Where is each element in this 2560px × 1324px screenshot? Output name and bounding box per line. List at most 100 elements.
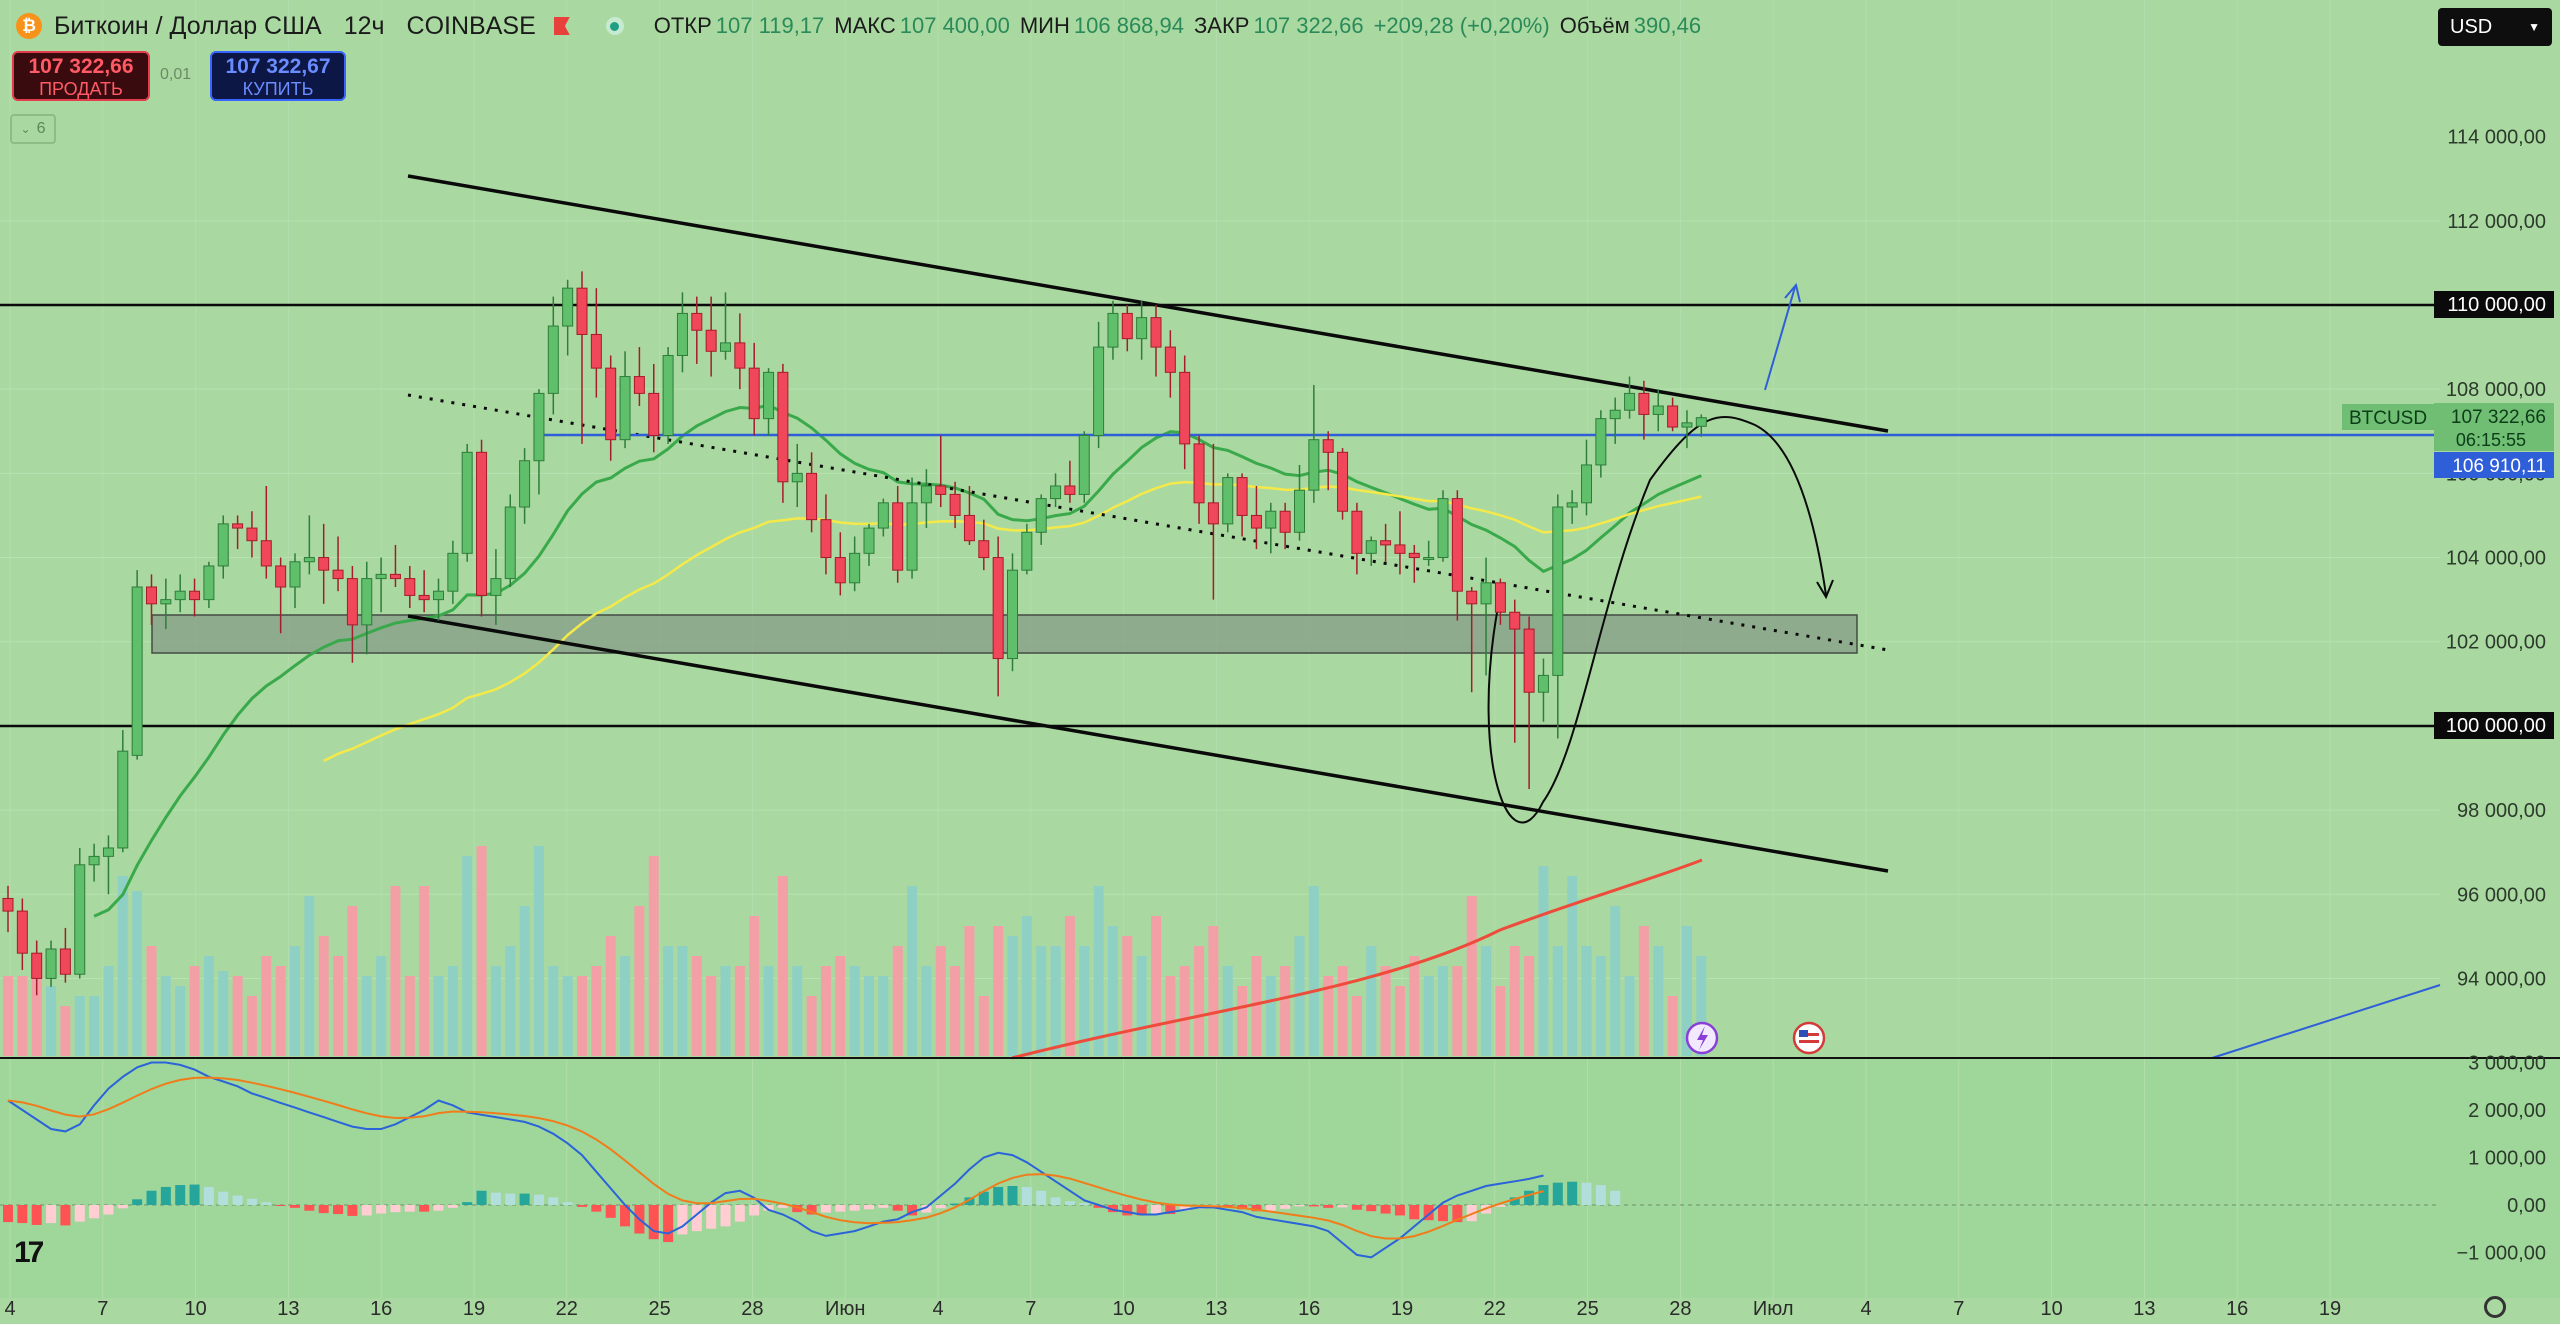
candle[interactable] (1394, 511, 1406, 575)
candle[interactable] (1638, 380, 1650, 440)
exchange[interactable]: COINBASE (406, 11, 536, 40)
candle[interactable] (705, 296, 717, 377)
candle[interactable] (633, 347, 645, 407)
candle[interactable] (533, 389, 545, 495)
candle[interactable] (102, 835, 114, 895)
symbol-title[interactable]: Биткоин / Доллар США (54, 11, 322, 40)
candle[interactable] (275, 557, 287, 634)
candle[interactable] (1222, 473, 1234, 533)
candle[interactable] (375, 557, 387, 613)
candle[interactable] (820, 494, 832, 575)
candle[interactable] (189, 578, 201, 617)
candle[interactable] (648, 363, 660, 453)
candle[interactable] (461, 443, 473, 562)
candle[interactable] (777, 363, 789, 503)
candle[interactable] (1179, 355, 1191, 470)
candle[interactable] (131, 570, 143, 760)
candle[interactable] (547, 296, 559, 415)
candle[interactable] (1007, 553, 1018, 672)
candle[interactable] (1451, 490, 1463, 621)
candle[interactable] (1380, 523, 1392, 562)
us-flag-event-icon[interactable] (1792, 1021, 1826, 1055)
candle[interactable] (246, 511, 258, 558)
candle[interactable] (1652, 389, 1664, 432)
lower-channel-line[interactable] (407, 614, 1889, 873)
gear-icon[interactable] (2484, 1296, 2506, 1318)
candle[interactable] (590, 288, 602, 398)
candles[interactable] (2, 271, 1707, 996)
candle[interactable] (863, 523, 875, 566)
candle[interactable] (318, 523, 330, 604)
dotted-trend-line[interactable] (407, 393, 1889, 652)
candle[interactable] (1050, 473, 1062, 508)
candle[interactable] (146, 574, 157, 625)
candle[interactable] (447, 540, 459, 604)
candle[interactable] (1408, 544, 1420, 583)
candle[interactable] (389, 544, 401, 588)
candle[interactable] (74, 847, 86, 979)
candle[interactable] (1294, 464, 1305, 541)
bitcoin-icon[interactable]: ₿ (16, 13, 42, 39)
candle[interactable] (217, 515, 229, 579)
candle[interactable] (619, 351, 631, 449)
candle[interactable] (734, 313, 746, 390)
candle[interactable] (1494, 578, 1506, 625)
candle[interactable] (992, 536, 1004, 697)
candle[interactable] (1021, 523, 1033, 575)
candle[interactable] (662, 347, 674, 444)
buy-button[interactable]: 107 322,67 КУПИТЬ (210, 51, 346, 101)
candle[interactable] (45, 940, 57, 987)
candle[interactable] (1609, 397, 1621, 444)
candle[interactable] (361, 561, 373, 655)
candle[interactable] (1136, 300, 1148, 360)
candle[interactable] (174, 574, 186, 613)
candle[interactable] (16, 898, 28, 971)
sell-button[interactable]: 107 322,66 ПРОДАТЬ (12, 51, 150, 101)
candle[interactable] (203, 561, 215, 609)
candle[interactable] (1523, 616, 1535, 790)
candle[interactable] (1480, 557, 1492, 676)
candle[interactable] (1337, 448, 1349, 520)
candle[interactable] (1093, 321, 1105, 449)
market-status-icon[interactable] (605, 17, 624, 35)
candle[interactable] (1437, 490, 1449, 562)
candle[interactable] (1322, 431, 1334, 491)
candle[interactable] (849, 536, 861, 592)
candle[interactable] (1064, 460, 1076, 503)
candle[interactable] (1193, 435, 1205, 524)
candle[interactable] (920, 469, 932, 529)
candle[interactable] (978, 519, 990, 571)
candle[interactable] (418, 570, 430, 613)
candle[interactable] (476, 439, 488, 617)
currency-select[interactable]: USD ▼ (2438, 8, 2552, 46)
candle[interactable] (906, 477, 918, 579)
candle[interactable] (332, 536, 344, 592)
candle[interactable] (1466, 587, 1478, 693)
candle[interactable] (562, 279, 574, 356)
candle[interactable] (1351, 502, 1363, 575)
candle[interactable] (892, 485, 904, 583)
candle[interactable] (504, 494, 516, 588)
candle[interactable] (834, 532, 846, 596)
candle[interactable] (289, 553, 301, 609)
candle[interactable] (2, 885, 14, 933)
candle[interactable] (1265, 502, 1277, 554)
candle[interactable] (303, 515, 315, 575)
candle[interactable] (232, 515, 244, 550)
candle[interactable] (1107, 300, 1119, 360)
candle[interactable] (1667, 397, 1679, 432)
candle[interactable] (117, 730, 129, 853)
candle[interactable] (720, 292, 731, 360)
candle[interactable] (1681, 410, 1693, 449)
candle[interactable] (1250, 485, 1262, 550)
candle[interactable] (346, 565, 358, 663)
candle[interactable] (1207, 443, 1219, 600)
candle[interactable] (748, 342, 760, 436)
candle[interactable] (1164, 330, 1176, 398)
candle[interactable] (763, 368, 775, 436)
candle[interactable] (1236, 473, 1248, 537)
candle[interactable] (806, 452, 818, 533)
candle[interactable] (1078, 431, 1090, 503)
upper-channel-line[interactable] (407, 174, 1889, 433)
